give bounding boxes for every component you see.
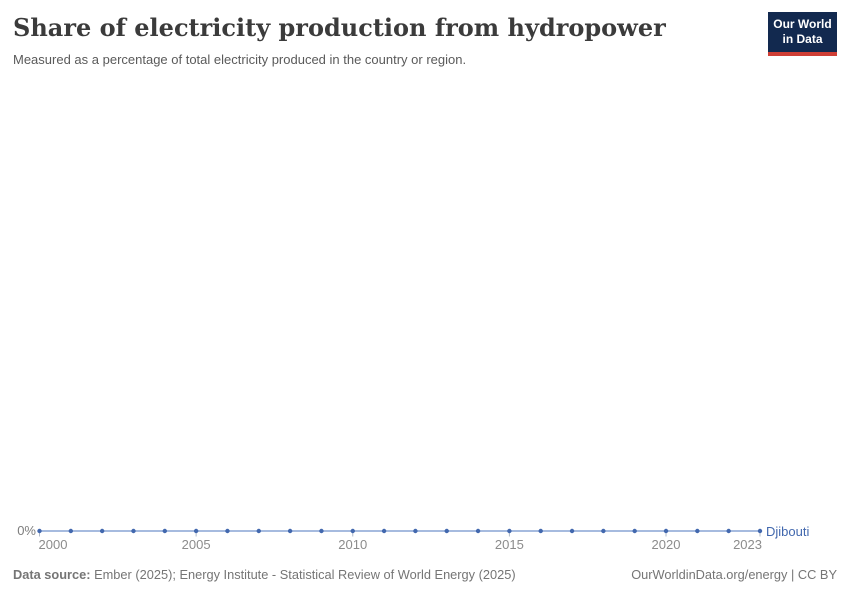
data-point[interactable] [632,528,637,534]
x-axis-tick-label: 2023 [733,537,762,552]
data-point[interactable] [601,528,606,534]
x-axis-tick-label: 2015 [495,537,524,552]
data-point[interactable] [413,528,418,534]
y-axis-zero-label: 0% [17,523,36,538]
data-point[interactable] [350,528,355,534]
data-point[interactable] [569,528,575,534]
data-point[interactable] [444,528,449,534]
data-point[interactable] [663,528,669,534]
x-axis-tick-label: 2000 [39,537,68,552]
owid-logo[interactable]: Our World in Data [768,12,837,56]
x-axis-tick-label: 2010 [338,537,367,552]
owid-logo-line2: in Data [782,32,823,46]
data-point[interactable] [68,528,74,534]
owid-credit-link[interactable]: OurWorldinData.org/energy | CC BY [631,567,837,582]
data-point[interactable] [695,528,700,534]
data-point[interactable] [475,528,481,534]
data-point[interactable] [381,528,387,534]
data-source-text: Ember (2025); Energy Institute - Statist… [94,567,516,582]
data-point[interactable] [131,528,136,534]
data-point[interactable] [193,528,199,534]
data-point[interactable] [507,528,512,534]
data-point[interactable] [225,528,230,534]
data-point[interactable] [757,528,763,534]
data-point[interactable] [99,528,105,534]
series-entity-label: Djibouti [766,524,810,539]
data-point[interactable] [538,528,543,534]
data-point[interactable] [319,528,324,534]
data-point[interactable] [726,528,731,534]
x-axis-tick-label: 2020 [652,537,681,552]
data-point[interactable] [287,528,293,534]
data-source-note: Data source: Ember (2025); Energy Instit… [13,567,516,582]
data-point[interactable] [37,528,42,534]
page-subtitle: Measured as a percentage of total electr… [13,52,467,67]
owid-logo-line1: Our World [773,17,832,31]
data-source-label: Data source: [13,567,91,582]
x-axis-tick-label: 2005 [182,537,211,552]
chart-footer: Data source: Ember (2025); Energy Instit… [0,567,850,582]
page-title: Share of electricity production from hyd… [13,13,666,42]
data-point[interactable] [256,528,261,534]
data-point[interactable] [162,528,168,534]
